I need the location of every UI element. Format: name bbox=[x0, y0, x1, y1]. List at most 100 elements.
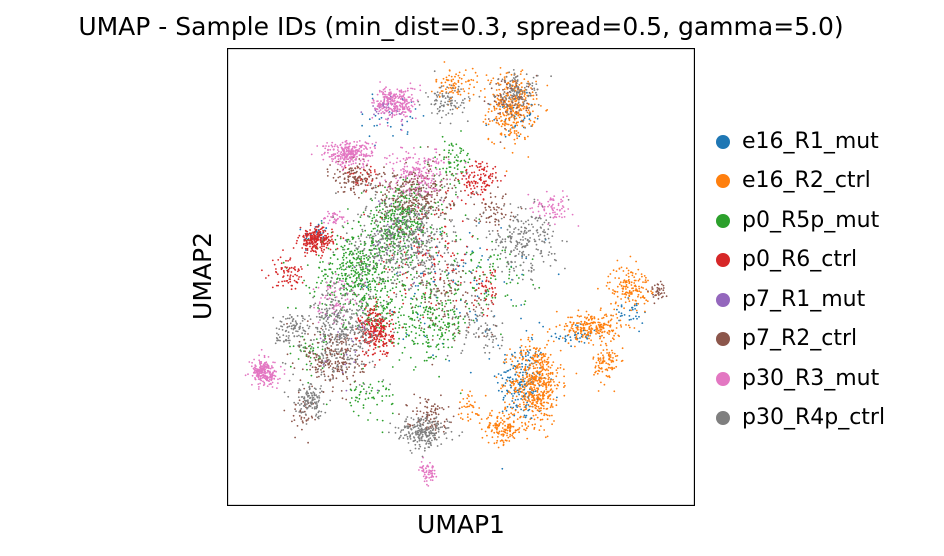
scatter-point bbox=[396, 187, 398, 190]
scatter-point bbox=[353, 265, 356, 268]
scatter-point bbox=[399, 290, 402, 293]
scatter-point bbox=[610, 329, 613, 332]
scatter-point bbox=[528, 398, 530, 401]
scatter-point bbox=[433, 201, 436, 204]
scatter-point bbox=[334, 367, 337, 370]
scatter-point bbox=[587, 342, 590, 344]
scatter-point bbox=[551, 390, 554, 393]
scatter-point bbox=[319, 357, 321, 360]
scatter-point bbox=[567, 316, 569, 319]
scatter-point bbox=[460, 199, 463, 202]
scatter-point bbox=[502, 398, 505, 401]
scatter-point bbox=[362, 268, 365, 270]
scatter-point bbox=[384, 353, 386, 356]
scatter-point bbox=[328, 349, 331, 352]
scatter-point bbox=[371, 199, 373, 202]
scatter-point bbox=[522, 274, 525, 276]
scatter-point bbox=[327, 363, 330, 366]
scatter-point bbox=[539, 407, 542, 409]
scatter-point bbox=[408, 202, 410, 204]
scatter-point bbox=[373, 331, 376, 334]
scatter-point bbox=[434, 185, 437, 188]
scatter-point bbox=[279, 256, 282, 259]
scatter-point bbox=[306, 230, 309, 233]
scatter-point bbox=[605, 362, 608, 364]
scatter-point bbox=[451, 308, 454, 311]
scatter-point bbox=[547, 402, 550, 404]
scatter-point bbox=[521, 358, 524, 361]
scatter-point bbox=[479, 247, 481, 250]
scatter-point bbox=[376, 226, 379, 228]
scatter-point bbox=[637, 293, 640, 296]
scatter-point bbox=[421, 196, 423, 199]
scatter-point bbox=[370, 244, 372, 247]
scatter-point bbox=[375, 322, 378, 325]
scatter-point bbox=[467, 413, 469, 416]
scatter-point bbox=[602, 354, 604, 357]
scatter-point bbox=[651, 291, 654, 294]
scatter-point bbox=[510, 393, 513, 395]
scatter-point bbox=[380, 217, 383, 219]
scatter-point bbox=[440, 335, 442, 338]
scatter-point bbox=[545, 388, 548, 391]
scatter-point bbox=[340, 272, 343, 275]
scatter-point bbox=[645, 299, 648, 302]
scatter-point bbox=[546, 381, 549, 384]
scatter-point bbox=[484, 284, 487, 287]
scatter-point bbox=[401, 123, 404, 126]
scatter-point bbox=[351, 227, 354, 230]
scatter-point bbox=[427, 317, 429, 319]
scatter-point bbox=[555, 375, 558, 378]
scatter-point bbox=[414, 203, 417, 206]
scatter-point bbox=[379, 301, 382, 304]
scatter-point bbox=[373, 222, 376, 224]
scatter-point bbox=[424, 298, 427, 301]
scatter-point bbox=[404, 245, 407, 248]
scatter-point bbox=[544, 346, 546, 349]
scatter-point bbox=[459, 238, 462, 241]
scatter-point bbox=[425, 252, 428, 255]
scatter-point bbox=[574, 345, 576, 348]
scatter-point bbox=[539, 353, 541, 356]
scatter-point bbox=[303, 339, 305, 341]
scatter-point bbox=[391, 210, 394, 212]
scatter-point bbox=[398, 187, 400, 190]
scatter-point bbox=[460, 82, 463, 85]
scatter-point bbox=[405, 323, 407, 325]
scatter-point bbox=[337, 273, 340, 276]
scatter-point bbox=[471, 252, 473, 255]
scatter-point bbox=[383, 270, 386, 273]
scatter-point bbox=[340, 266, 342, 268]
scatter-point bbox=[464, 262, 467, 265]
scatter-point bbox=[597, 353, 600, 356]
scatter-point bbox=[599, 344, 602, 346]
scatter-point bbox=[525, 329, 528, 332]
scatter-point bbox=[382, 299, 385, 302]
scatter-point bbox=[533, 359, 536, 362]
scatter-point bbox=[343, 244, 346, 247]
scatter-point bbox=[480, 188, 483, 191]
scatter-point bbox=[410, 205, 413, 208]
scatter-point bbox=[493, 109, 496, 111]
scatter-point bbox=[369, 330, 372, 333]
scatter-point bbox=[315, 286, 318, 289]
scatter-point bbox=[373, 319, 376, 322]
scatter-point bbox=[341, 262, 343, 265]
scatter-point bbox=[397, 192, 400, 195]
scatter-point bbox=[484, 394, 487, 397]
scatter-point bbox=[456, 168, 459, 171]
scatter-point bbox=[503, 78, 506, 80]
scatter-point bbox=[613, 338, 615, 341]
scatter-point bbox=[342, 277, 344, 280]
scatter-point bbox=[354, 270, 357, 273]
scatter-point bbox=[349, 259, 351, 262]
scatter-point bbox=[497, 446, 500, 449]
scatter-point bbox=[599, 357, 602, 359]
scatter-point bbox=[474, 299, 476, 302]
scatter-point bbox=[357, 221, 360, 224]
scatter-point bbox=[323, 268, 326, 271]
scatter-point bbox=[388, 320, 391, 322]
scatter-point bbox=[375, 209, 378, 212]
scatter-point bbox=[386, 223, 389, 226]
scatter-point bbox=[375, 293, 377, 296]
